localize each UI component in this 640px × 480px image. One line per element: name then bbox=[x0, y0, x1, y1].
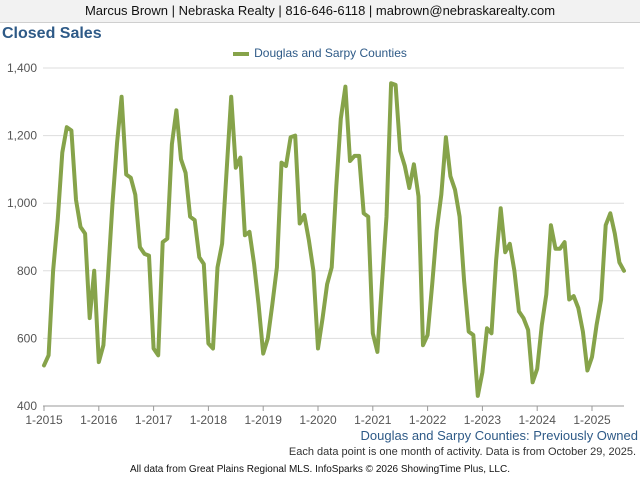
x-tick-label: 1-2021 bbox=[354, 413, 392, 427]
x-tick-label: 1-2017 bbox=[135, 413, 173, 427]
x-tick-label: 1-2022 bbox=[409, 413, 447, 427]
y-tick-label: 1,400 bbox=[7, 61, 37, 75]
series-line-douglas-sarpy bbox=[42, 81, 626, 398]
legend: Douglas and Sarpy Counties bbox=[0, 46, 640, 60]
chart-title: Closed Sales bbox=[2, 25, 102, 42]
agent-contact-bar: Marcus Brown | Nebraska Realty | 816-646… bbox=[0, 0, 640, 23]
x-tick-label: 1-2016 bbox=[80, 413, 118, 427]
x-tick-label: 1-2025 bbox=[573, 413, 611, 427]
x-tick-label: 1-2020 bbox=[299, 413, 337, 427]
data-note: Each data point is one month of activity… bbox=[288, 446, 636, 458]
x-tick-label: 1-2018 bbox=[190, 413, 228, 427]
footer-credit: All data from Great Plains Regional MLS.… bbox=[130, 464, 510, 475]
y-tick-label: 1,000 bbox=[7, 196, 37, 210]
legend-label: Douglas and Sarpy Counties bbox=[254, 46, 407, 60]
y-tick-label: 600 bbox=[17, 331, 37, 345]
x-tick-label: 1-2024 bbox=[519, 413, 557, 427]
x-tick-label: 1-2019 bbox=[245, 413, 283, 427]
chart-subtitle: Douglas and Sarpy Counties: Previously O… bbox=[360, 428, 638, 443]
x-tick-label: 1-2015 bbox=[25, 413, 63, 427]
y-tick-label: 1,200 bbox=[7, 129, 37, 143]
y-tick-label: 800 bbox=[17, 264, 37, 278]
legend-swatch bbox=[233, 51, 250, 56]
x-tick-label: 1-2023 bbox=[464, 413, 502, 427]
y-tick-label: 400 bbox=[17, 399, 37, 413]
